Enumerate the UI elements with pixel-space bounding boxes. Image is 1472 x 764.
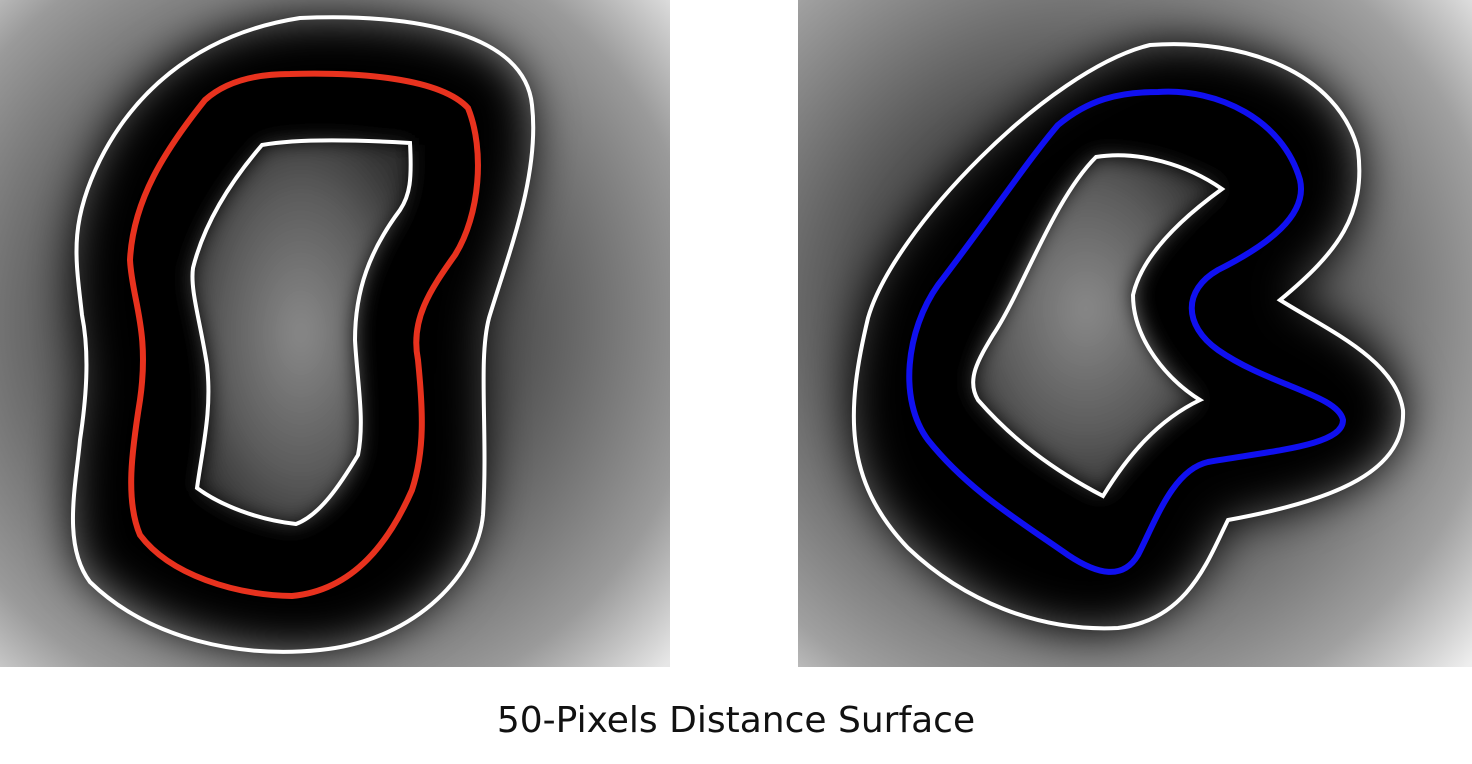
red-contour — [126, 70, 481, 600]
inner-offset-contour — [971, 153, 1226, 499]
outer-offset-contour — [70, 15, 536, 654]
inner-region — [191, 140, 411, 525]
blue-contour — [906, 88, 1347, 575]
figure-caption: 50-Pixels Distance Surface — [496, 700, 976, 741]
distance-surface-left — [0, 0, 670, 667]
distance-surface-right — [798, 0, 1472, 667]
inner-offset-contour — [190, 138, 413, 527]
inner-region — [973, 156, 1223, 496]
outer-offset-contour — [851, 42, 1406, 631]
